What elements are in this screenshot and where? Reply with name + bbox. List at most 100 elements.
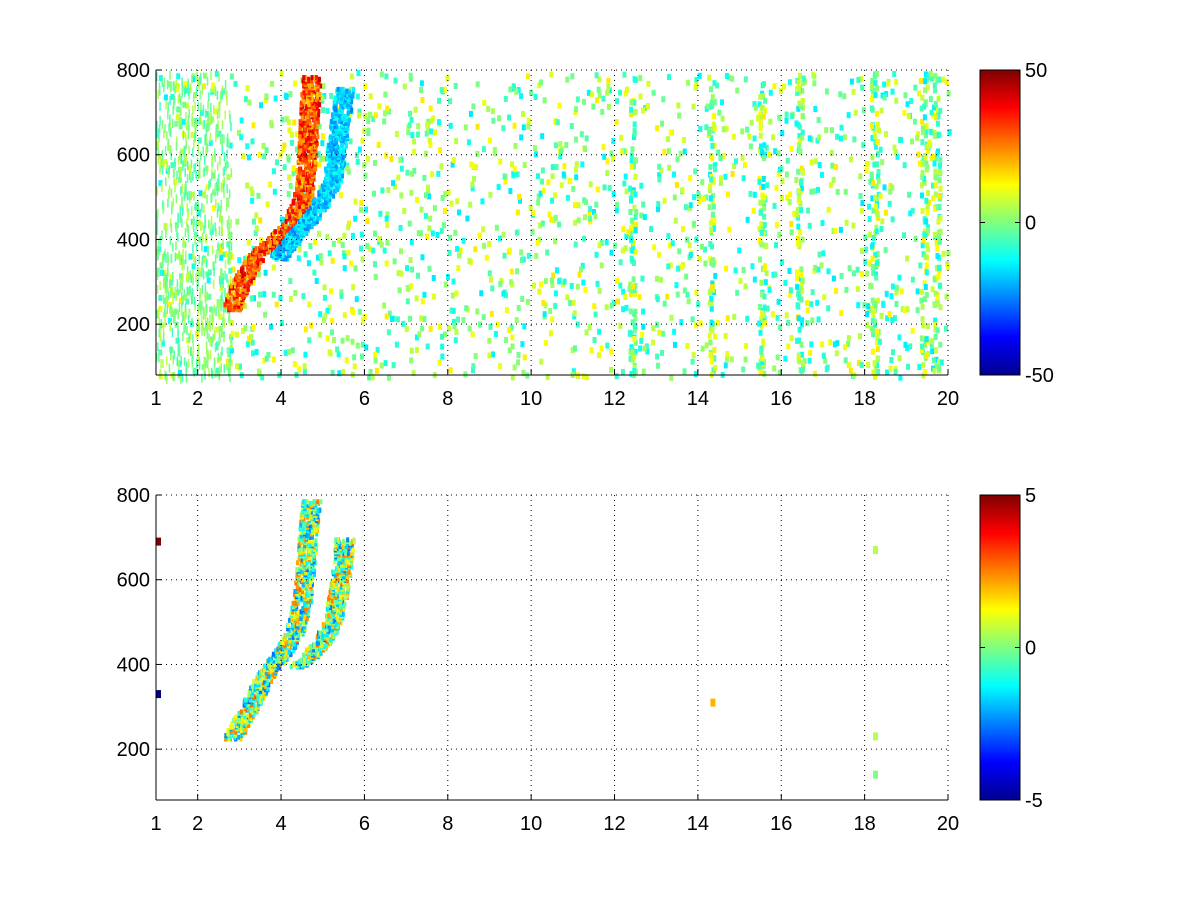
ridge-cell [284,242,288,248]
noise-cell [933,182,938,189]
noise-cell [858,192,863,199]
noise-cell [314,277,319,284]
noise-cell [188,145,190,155]
noise-cell [666,263,671,270]
noise-cell [218,371,221,381]
ridge-cell [231,724,235,730]
ridge-cell [301,185,305,191]
noise-cell [758,93,763,100]
noise-cell [764,243,769,250]
noise-cell [531,210,536,217]
noise-cell [206,165,208,175]
noise-cell [229,347,234,354]
noise-cell [857,333,862,340]
x-tick-label: 10 [520,388,542,410]
noise-cell [201,242,203,252]
noise-cell [181,77,183,87]
noise-cell [175,114,180,121]
noise-cell [618,322,623,329]
noise-cell [691,351,696,358]
noise-cell [374,367,379,374]
noise-cell [720,115,725,122]
noise-cell [162,269,167,276]
noise-cell [866,362,871,369]
noise-cell [411,138,416,145]
noise-cell [725,356,730,363]
noise-cell [900,306,905,313]
noise-cell [504,307,509,314]
noise-cell [175,79,178,89]
noise-cell [757,178,762,185]
noise-cell [810,317,815,324]
noise-cell [649,226,654,233]
noise-cell [204,219,207,229]
noise-cell [187,86,189,96]
noise-cell [228,189,231,199]
ridge-cell [305,229,309,235]
noise-cell [655,206,660,213]
noise-cell [874,260,879,267]
noise-cell [420,254,425,261]
noise-cell [758,119,763,126]
noise-cell [757,226,762,233]
noise-cell [263,311,268,318]
noise-cell [173,82,175,92]
noise-cell [202,83,207,90]
ridge-cell [308,210,312,216]
noise-cell [208,368,210,378]
noise-cell [633,339,638,346]
noise-cell [159,323,161,333]
noise-cell [656,201,661,208]
noise-cell [572,310,577,317]
noise-cell [198,357,201,367]
noise-cell [699,243,704,250]
noise-cell [872,128,877,135]
ridge-cell [299,169,303,175]
noise-cell [225,90,228,100]
noise-cell [789,220,794,227]
noise-cell [712,80,717,87]
noise-cell [177,94,180,104]
noise-cell [870,243,875,250]
noise-cell [864,246,869,253]
noise-cell [870,135,875,142]
noise-cell [223,183,225,193]
noise-cell [176,279,179,289]
noise-cell [761,338,766,345]
noise-cell [704,342,709,349]
noise-cell [193,367,195,377]
ridge-cell [278,661,282,667]
noise-cell [831,275,836,282]
noise-cell [817,134,822,141]
noise-cell [937,162,942,169]
noise-cell [279,216,284,223]
noise-cell [199,208,202,218]
noise-cell [903,92,908,99]
noise-cell [512,122,517,129]
noise-cell [797,195,802,202]
noise-cell [377,236,382,243]
noise-cell [293,80,298,87]
noise-cell [671,171,676,178]
noise-cell [487,337,492,344]
noise-cell [446,189,451,196]
noise-cell [547,211,552,218]
noise-cell [724,72,729,79]
noise-cell [159,368,162,378]
noise-cell [871,207,876,214]
noise-cell [747,133,752,140]
noise-cell [936,218,941,225]
noise-cell [349,86,354,93]
noise-cell [179,151,181,161]
noise-cell [843,188,848,195]
ridge-cell [348,117,352,123]
noise-cell [923,341,928,348]
noise-cell [707,204,712,211]
noise-cell [875,339,880,346]
ridge-cell [237,281,241,287]
noise-cell [938,76,943,83]
ridge-cell [319,212,323,218]
noise-cell [920,335,925,342]
noise-cell [159,262,164,269]
x-tick-label: 18 [854,388,876,410]
